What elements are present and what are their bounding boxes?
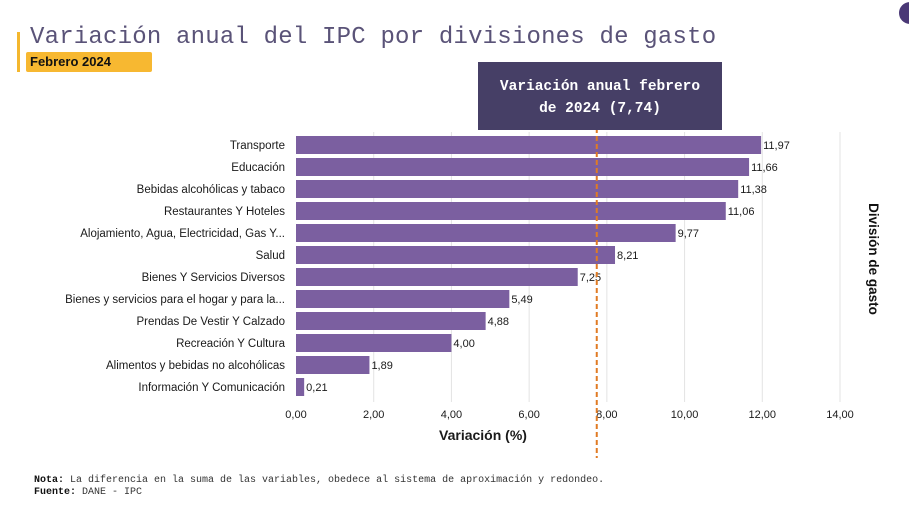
value-label: 5,49	[511, 294, 532, 306]
period-label: Febrero 2024	[30, 54, 111, 69]
value-label: 4,00	[453, 338, 474, 350]
bar	[296, 136, 762, 154]
annotation-line-1: Variación anual febrero	[499, 79, 701, 95]
category-label: Educación	[231, 162, 285, 174]
value-label: 9,77	[678, 228, 699, 240]
category-label: Bienes y servicios para el hogar y para …	[65, 294, 285, 306]
value-label: 7,25	[580, 272, 601, 284]
x-tick-label: 0,00	[285, 409, 306, 421]
bar	[296, 356, 370, 374]
category-labels: Transporte Educación Bebidas alcohólicas y…	[65, 140, 285, 394]
value-label: 11,06	[728, 206, 755, 218]
bar	[296, 246, 616, 264]
bar	[296, 202, 726, 220]
page-title: Variación anual del IPC por divisiones d…	[30, 24, 717, 51]
value-label: 11,97	[763, 140, 790, 152]
value-label: 1,89	[371, 360, 392, 372]
category-label: Alimentos y bebidas no alcohólicas	[106, 360, 285, 372]
bar	[296, 180, 739, 198]
x-tick-label: 6,00	[518, 409, 539, 421]
period-badge: Febrero 2024	[26, 52, 152, 72]
annotation-line-2: de 2024 (7,74)	[539, 101, 661, 117]
source-label: Fuente:	[34, 487, 77, 498]
category-label: Información Y Comunicación	[138, 382, 285, 394]
value-label: 4,88	[488, 316, 509, 328]
x-tick-label: 8,00	[596, 409, 617, 421]
x-tick-label: 14,00	[826, 409, 854, 421]
reference-annotation: Variación anual febrero de 2024 (7,74)	[478, 62, 722, 130]
category-label: Alojamiento, Agua, Electricidad, Gas Y..…	[80, 228, 285, 240]
x-tick-label: 2,00	[363, 409, 384, 421]
x-axis-label: Variación (%)	[439, 427, 527, 443]
bar	[296, 158, 750, 176]
x-tick-label: 10,00	[671, 409, 699, 421]
category-label: Bebidas alcohólicas y tabaco	[137, 184, 285, 196]
y-axis-label: División de gasto	[866, 203, 881, 315]
bar	[296, 334, 452, 352]
info-icon[interactable]	[899, 2, 909, 24]
bar	[296, 312, 486, 330]
value-label: 11,66	[751, 162, 778, 174]
footnote-text: La diferencia en la suma de las variable…	[64, 475, 605, 486]
category-label: Salud	[256, 250, 285, 262]
bar	[296, 224, 676, 242]
value-labels: 11,97 11,66 11,38 11,06 9,77 8,21 7,25 5,494,88…	[306, 140, 790, 394]
x-tick-label: 12,00	[749, 409, 777, 421]
value-label: 0,21	[306, 382, 327, 394]
category-label: Recreación Y Cultura	[176, 338, 285, 350]
category-label: Bienes Y Servicios Diversos	[142, 272, 286, 284]
x-tick-labels: 0,00 2,00 4,00 6,00 8,00 10,00 12,00 14,00	[285, 409, 853, 421]
bars	[296, 136, 762, 396]
category-label: Prendas De Vestir Y Calzado	[136, 316, 285, 328]
source-text: DANE - IPC	[76, 487, 143, 498]
title-accent-bar	[17, 32, 20, 72]
category-label: Restaurantes Y Hoteles	[164, 206, 285, 218]
x-tick-label: 4,00	[441, 409, 462, 421]
bar	[296, 290, 510, 308]
value-label: 8,21	[617, 250, 638, 262]
footnote: Nota: La diferencia en la suma de las va…	[34, 475, 604, 486]
source-note: Fuente: DANE - IPC	[34, 487, 142, 498]
footnote-label: Nota:	[34, 475, 65, 486]
value-label: 11,38	[740, 184, 767, 196]
bar	[296, 378, 305, 396]
bar	[296, 268, 578, 286]
gridlines	[373, 132, 841, 402]
category-label: Transporte	[230, 140, 285, 152]
